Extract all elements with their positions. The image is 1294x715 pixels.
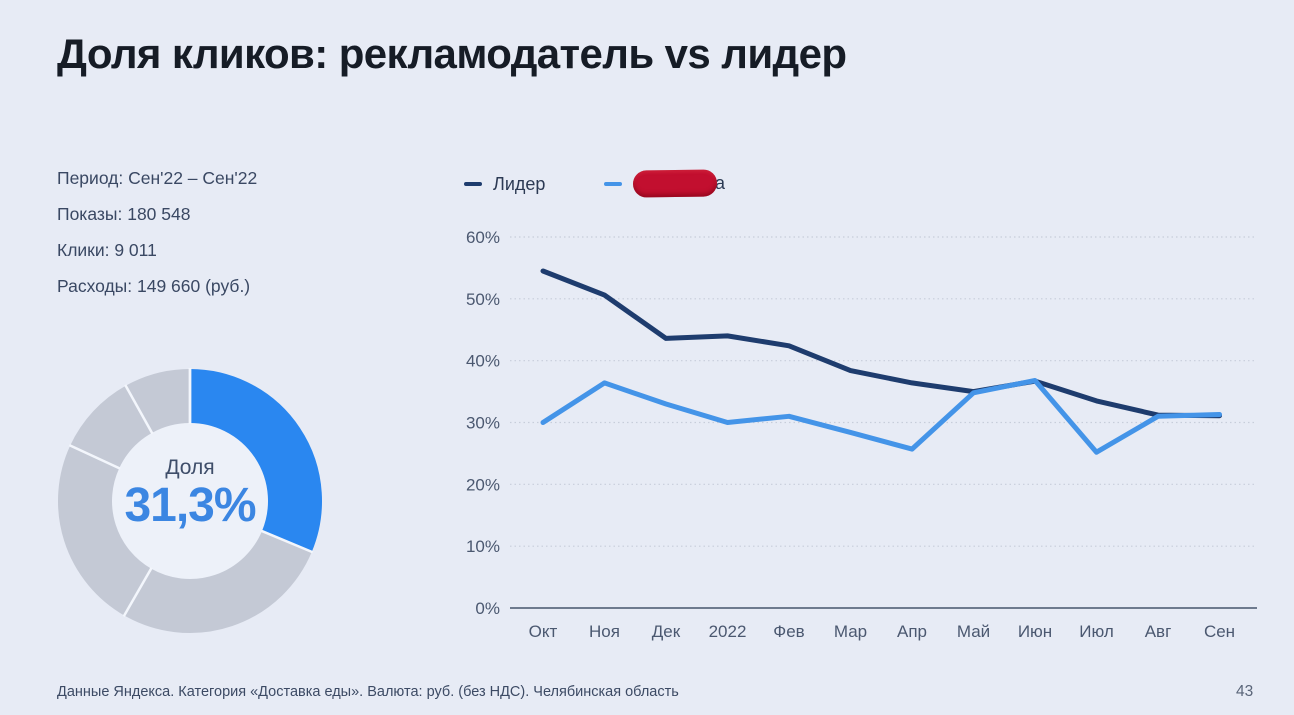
page-title: Доля кликов: рекламодатель vs лидер <box>57 30 847 77</box>
legend-label-leader: Лидер <box>493 173 546 194</box>
donut-segment-rest <box>70 385 153 470</box>
donut-center-label: Доля <box>165 456 215 479</box>
donut-segment-share <box>189 369 322 552</box>
x-tick-label: Ноя <box>589 622 620 641</box>
x-tick-label: Апр <box>897 622 927 641</box>
leader-line-swatch <box>464 181 482 187</box>
x-tick-label: Авг <box>1145 622 1172 641</box>
donut-segment-rest <box>58 445 152 616</box>
y-tick-label: 0% <box>475 599 500 618</box>
x-tick-label: Сен <box>1204 622 1235 641</box>
y-tick-label: 30% <box>466 414 500 433</box>
donut-segment-separator <box>68 443 121 470</box>
donut-segment-separator <box>122 567 153 617</box>
y-tick-label: 20% <box>466 475 500 494</box>
redacted-peek-letter: а <box>714 172 725 193</box>
x-tick-label: Дек <box>652 622 681 641</box>
advertiser-line-swatch <box>604 181 622 187</box>
stat-clicks: Клики: 9 011 <box>57 240 157 260</box>
legend-item-advertiser: а <box>604 168 725 198</box>
donut-segment-rest <box>125 369 191 434</box>
donut-segment-rest <box>124 530 312 633</box>
stat-impressions: Показы: 180 548 <box>57 204 191 224</box>
y-tick-label: 40% <box>466 352 500 371</box>
x-tick-label: 2022 <box>709 622 747 641</box>
stat-period: Период: Сен'22 – Сен'22 <box>57 168 258 188</box>
redaction-overlay <box>632 168 718 198</box>
advertiser-line <box>540 378 1222 455</box>
line-chart: 0% 10% 20% 30% 40% 50% 60% Окт Ноя Дек 2022 Фев Мар А… <box>466 228 1257 641</box>
leader-line <box>540 268 1222 419</box>
donut-center-value: 31,3% <box>124 479 256 532</box>
legend-item-leader: Лидер <box>464 171 545 197</box>
x-tick-label: Май <box>957 622 990 641</box>
footer-note: Данные Яндекса. Категория «Доставка еды»… <box>57 684 679 700</box>
x-tick-label: Мар <box>834 622 867 641</box>
x-tick-label: Окт <box>529 622 558 641</box>
page-number: 43 <box>1236 683 1254 700</box>
x-tick-label: Июн <box>1018 622 1052 641</box>
donut-hole <box>112 423 268 579</box>
x-tick-label: Июл <box>1079 622 1114 641</box>
donut-segment-separator <box>124 384 154 435</box>
y-tick-label: 60% <box>466 228 500 247</box>
stats-panel: Период: Сен'22 – Сен'22 Показы: 180 548 … <box>57 169 257 313</box>
stat-spend: Расходы: 149 660 (руб.) <box>57 276 251 296</box>
donut-segment-separator <box>260 529 314 554</box>
donut-center-text: Доля 31,3% <box>100 456 280 532</box>
donut-chart <box>58 368 322 633</box>
y-tick-label: 10% <box>466 537 500 556</box>
legend-label-advertiser-redacted: а <box>632 168 725 198</box>
x-tick-label: Фев <box>773 622 804 641</box>
y-tick-label: 50% <box>466 290 500 309</box>
